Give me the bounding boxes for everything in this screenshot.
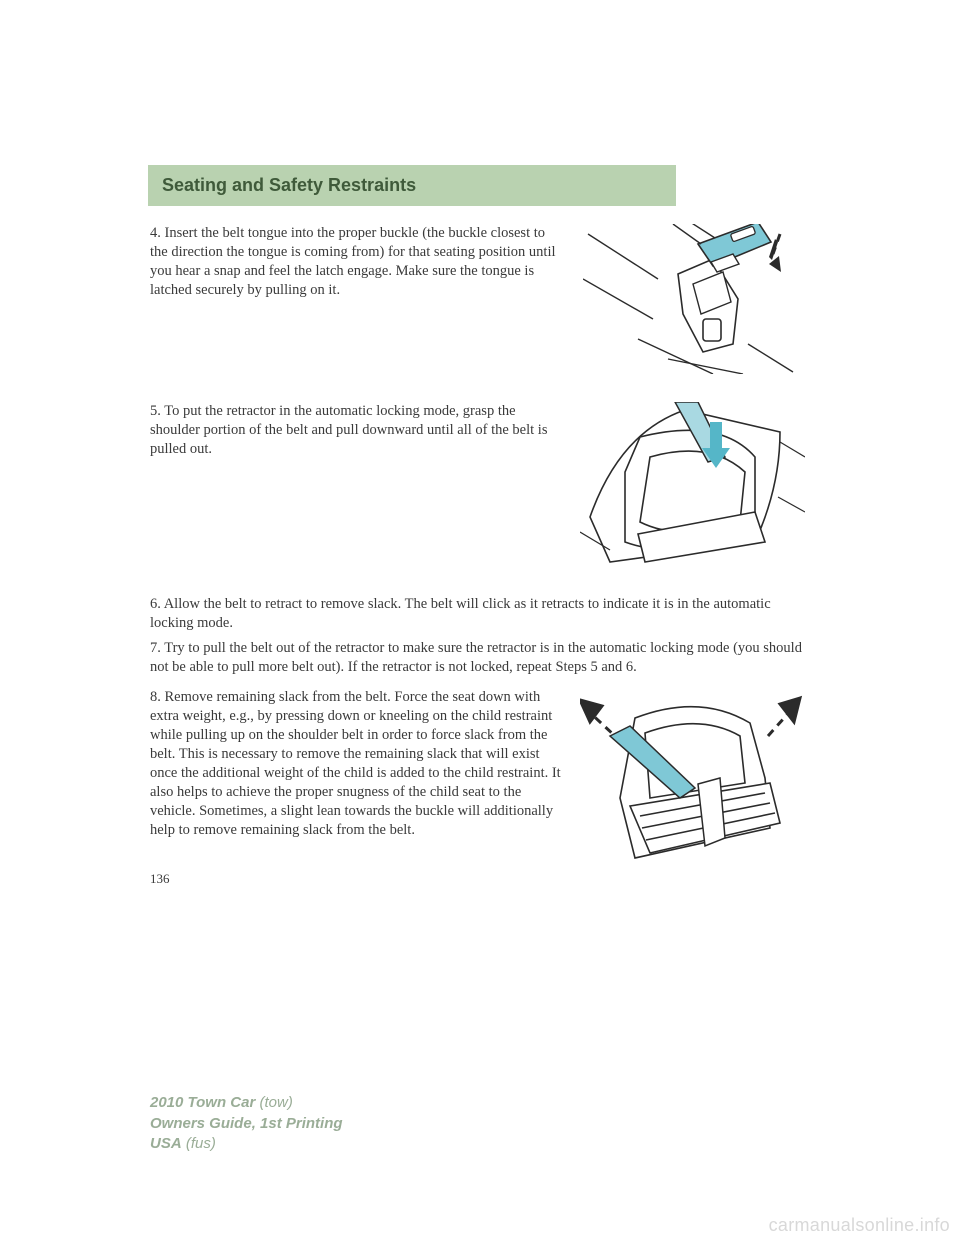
footer: 2010 Town Car (tow) Owners Guide, 1st Pr… bbox=[150, 1093, 343, 1154]
step-7-text: 7. Try to pull the belt out of the retra… bbox=[150, 639, 810, 677]
child-seat-pull-illustration bbox=[580, 402, 805, 567]
step-8-figure bbox=[575, 688, 810, 868]
step-4-text: 4. Insert the belt tongue into the prope… bbox=[150, 224, 575, 301]
step-5-text: 5. To put the retractor in the automatic… bbox=[150, 402, 575, 459]
step-4-row: 4. Insert the belt tongue into the prope… bbox=[150, 224, 810, 374]
footer-line-2: Owners Guide, 1st Printing bbox=[150, 1114, 343, 1134]
step-8-text: 8. Remove remaining slack from the belt.… bbox=[150, 688, 575, 841]
footer-line-1: 2010 Town Car (tow) bbox=[150, 1093, 343, 1113]
step-4-figure bbox=[575, 224, 810, 374]
footer-line-3: USA (fus) bbox=[150, 1134, 343, 1154]
watermark: carmanualsonline.info bbox=[769, 1215, 950, 1236]
buckle-illustration bbox=[583, 224, 803, 374]
step-5-figure bbox=[575, 402, 810, 567]
step-8-row: 8. Remove remaining slack from the belt.… bbox=[150, 688, 810, 868]
footer-model: 2010 Town Car bbox=[150, 1094, 255, 1111]
step-6-text: 6. Allow the belt to retract to remove s… bbox=[150, 595, 810, 633]
section-header: Seating and Safety Restraints bbox=[148, 165, 676, 206]
child-seat-slack-illustration bbox=[580, 688, 805, 868]
footer-region: USA bbox=[150, 1135, 182, 1152]
footer-code-2: (fus) bbox=[182, 1135, 216, 1152]
content-area: 4. Insert the belt tongue into the prope… bbox=[150, 224, 810, 887]
footer-code-1: (tow) bbox=[255, 1094, 293, 1111]
step-5-row: 5. To put the retractor in the automatic… bbox=[150, 402, 810, 567]
page-number: 136 bbox=[150, 870, 810, 887]
